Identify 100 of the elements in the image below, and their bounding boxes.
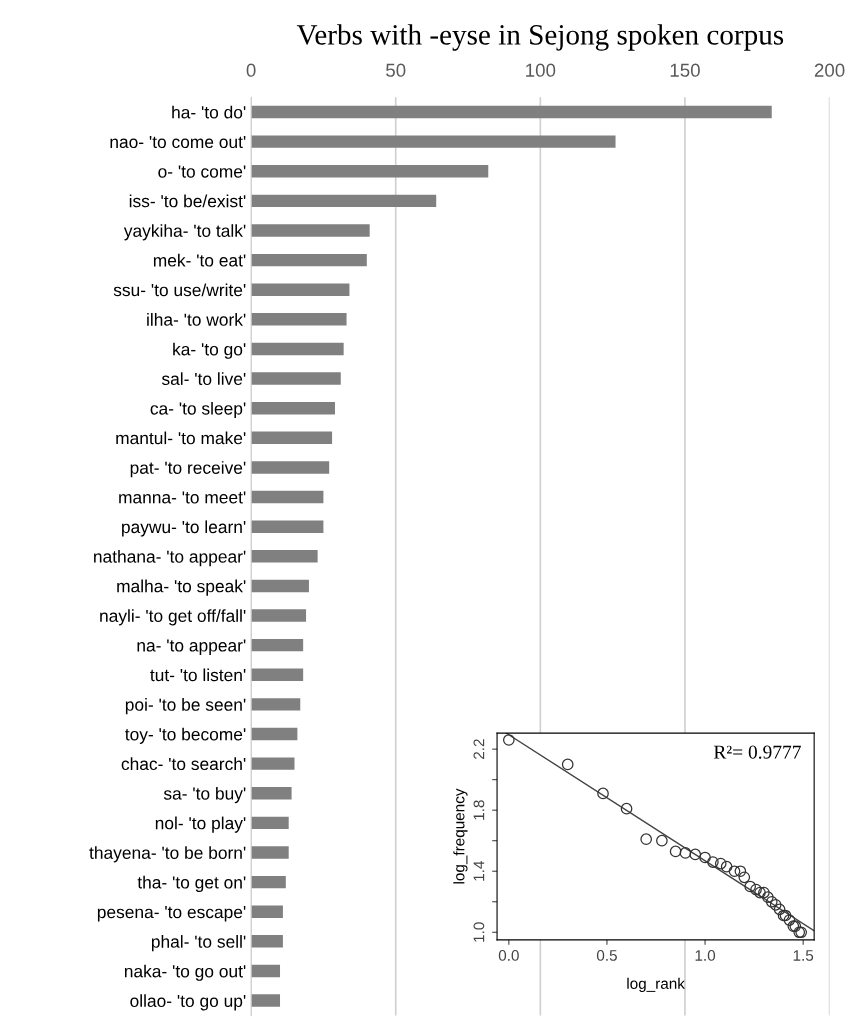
y-tick-label: mantul- 'to make' xyxy=(116,431,246,445)
bar xyxy=(251,461,330,474)
y-tick-label: malha- 'to speak' xyxy=(117,579,246,596)
y-axis-title: log_frequency xyxy=(453,788,468,884)
bar xyxy=(251,401,335,415)
y-tick-label: poi- 'to be seen' xyxy=(125,698,246,715)
bar xyxy=(251,283,350,296)
bar xyxy=(251,313,347,326)
x-tick-label: 0.5 xyxy=(596,950,617,961)
y-tick-label: na- 'to appear' xyxy=(137,639,246,656)
point xyxy=(769,898,782,911)
x-tick-label: 1.0 xyxy=(695,950,716,961)
bar xyxy=(251,846,289,859)
x-tick-label: 100 xyxy=(526,63,556,77)
y-tick-label: 1.4 xyxy=(473,861,485,881)
y-tick-label: mek- 'to eat' xyxy=(153,253,246,267)
point xyxy=(502,734,515,746)
x-tick-label: 200 xyxy=(814,63,845,77)
y-tick-label: toy- 'to become' xyxy=(125,727,246,744)
x-tick-label: 0 xyxy=(246,63,256,77)
point xyxy=(656,834,668,847)
point xyxy=(720,860,733,873)
y-tick-label: thayena- 'to be born' xyxy=(89,846,246,863)
point xyxy=(754,886,766,899)
point xyxy=(750,883,762,896)
y-tick-label: chac- 'to search' xyxy=(121,757,246,771)
point xyxy=(758,886,770,899)
bar xyxy=(251,668,304,681)
y-tick-label: ssu- 'to use/write' xyxy=(113,283,246,297)
y-tick-label: nol- 'to play' xyxy=(155,816,246,833)
point xyxy=(597,787,609,800)
y-tick-label: sa- 'to buy' xyxy=(163,786,246,804)
x-tick-label: 50 xyxy=(386,63,406,77)
bar xyxy=(251,165,489,178)
bar xyxy=(251,698,301,711)
y-tick-label: ilha- 'to work' xyxy=(147,313,246,326)
bar xyxy=(251,638,304,652)
y-tick-label: nathana- 'to appear' xyxy=(94,550,246,567)
y-tick-label: ka- 'to go' xyxy=(173,342,246,359)
x-tick-label: 1.5 xyxy=(793,950,814,961)
bar xyxy=(251,105,772,119)
y-tick-label: naka- 'to go out' xyxy=(124,964,246,981)
y-tick-label: ha- 'to do' xyxy=(172,105,246,119)
y-tick-label: nao- 'to come out' xyxy=(110,135,246,149)
point xyxy=(765,895,778,908)
point xyxy=(679,847,692,859)
bar xyxy=(251,964,281,978)
point xyxy=(734,865,747,878)
point xyxy=(620,802,633,815)
y-tick-label: 1.8 xyxy=(473,800,485,820)
point xyxy=(728,865,741,878)
bar xyxy=(251,490,324,504)
point xyxy=(561,758,574,771)
point xyxy=(707,856,719,868)
y-tick-label: pesena- 'to escape' xyxy=(97,906,246,922)
point xyxy=(783,914,796,926)
bar xyxy=(251,994,281,1007)
y-tick-label: ca- 'to sleep' xyxy=(150,401,246,419)
bar xyxy=(251,935,283,948)
bar xyxy=(251,609,307,622)
bar xyxy=(251,431,333,445)
point xyxy=(773,903,786,916)
annotation: R²= 0.9777 xyxy=(713,745,801,759)
y-tick-label: yaykiha- 'to talk' xyxy=(123,224,246,241)
y-tick-label: tha- 'to get on' xyxy=(137,875,246,892)
bar xyxy=(251,579,309,593)
bar xyxy=(251,253,367,267)
y-tick-label: phal- 'to sell' xyxy=(151,935,246,952)
y-tick-label: manna- 'to meet' xyxy=(119,491,246,504)
bar xyxy=(251,905,283,918)
bar xyxy=(251,787,292,800)
bar xyxy=(251,372,341,385)
chart-title: Verbs with -eyse in Sejong spoken corpus xyxy=(296,24,784,51)
bar xyxy=(251,757,295,770)
bar xyxy=(251,224,370,237)
point xyxy=(640,833,653,846)
y-tick-label: paywu- 'to learn' xyxy=(122,520,246,537)
y-tick-label: 1.0 xyxy=(473,922,485,942)
y-tick-label: ollao- 'to go up' xyxy=(130,994,246,1011)
x-tick-label: 0.0 xyxy=(498,950,519,961)
y-tick-label: 2.2 xyxy=(473,739,485,759)
point xyxy=(689,848,702,861)
point xyxy=(714,857,727,870)
point xyxy=(738,871,751,884)
bar xyxy=(251,875,286,889)
bar xyxy=(251,520,324,533)
y-tick-label: iss- 'to be/exist' xyxy=(129,194,246,208)
bar xyxy=(251,727,298,741)
bar xyxy=(251,135,616,148)
point xyxy=(744,880,757,893)
x-axis-title: log_rank xyxy=(627,977,685,992)
y-tick-label: pat- 'to receive' xyxy=(130,461,246,478)
y-tick-label: o- 'to come' xyxy=(158,165,246,178)
bar xyxy=(251,550,318,563)
bar xyxy=(251,342,344,356)
point xyxy=(669,845,682,858)
bar xyxy=(251,194,437,208)
point xyxy=(762,891,774,904)
x-tick-label: 150 xyxy=(670,63,700,77)
y-tick-label: sal- 'to live' xyxy=(161,372,246,386)
